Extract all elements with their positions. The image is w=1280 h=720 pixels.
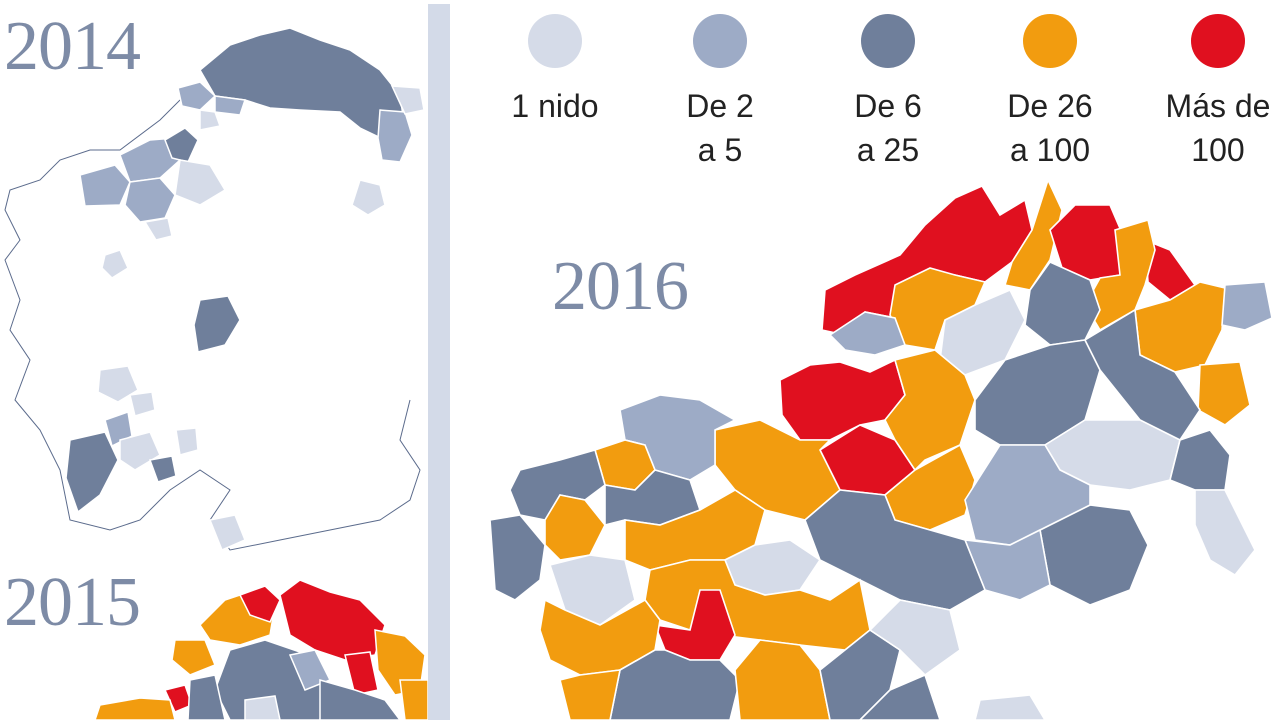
region-2014-coast-a xyxy=(177,81,217,111)
region-2016-s-pale xyxy=(868,599,961,677)
region-2014-east xyxy=(377,109,413,163)
legend-item-26-to-100: De 26 a 100 xyxy=(980,14,1120,172)
region-2016-e-orange2 xyxy=(1197,361,1251,426)
legend-label-1-nest: 1 nido xyxy=(511,88,599,124)
region-2014-south-a xyxy=(97,365,139,403)
region-2016-s-orange2 xyxy=(559,669,622,720)
coastline-2014 xyxy=(4,89,421,551)
region-2014-coast-b xyxy=(199,109,221,131)
year-label-2014: 2014 xyxy=(4,8,141,85)
region-2015-s4 xyxy=(244,695,281,720)
region-2016-mid-red xyxy=(779,358,906,441)
region-2014-mid-b xyxy=(164,127,199,163)
year-label-2015: 2015 xyxy=(4,564,141,641)
region-2014-south-g xyxy=(175,427,199,456)
map-2015 xyxy=(94,579,429,720)
legend-swatch-2-to-5 xyxy=(693,14,747,68)
map-2016 xyxy=(489,177,1273,720)
region-2016-e-light xyxy=(1221,281,1273,331)
map-2014 xyxy=(4,27,425,551)
region-2015-s3 xyxy=(187,674,226,720)
region-2016-s-dark3 xyxy=(858,673,941,720)
region-2016-n-dark xyxy=(1024,261,1101,346)
region-2014-east-c xyxy=(390,85,425,115)
region-2014-north xyxy=(199,27,406,141)
legend-swatch-1-nest xyxy=(528,14,582,68)
legend-label-6-to-25: De 6 a 25 xyxy=(854,88,922,168)
region-2015-s5 xyxy=(399,679,429,720)
region-2016-s-dark2 xyxy=(819,629,901,720)
region-2016-s-dark xyxy=(609,649,741,720)
region-2016-c-dark xyxy=(804,489,987,611)
legend-label-26-to-100: De 26 a 100 xyxy=(1007,88,1093,168)
region-2014-south-h xyxy=(208,514,246,551)
legend-swatch-more-than-100 xyxy=(1191,14,1245,68)
region-2016-s-orange3 xyxy=(734,639,831,720)
region-2014-south-c xyxy=(65,431,119,514)
region-2014-center-b xyxy=(193,295,241,353)
legend-swatch-26-to-100 xyxy=(1023,14,1077,68)
region-2016-center-dark xyxy=(974,339,1101,446)
region-2016-east-pale2 xyxy=(1194,489,1256,577)
legend-item-more-than-100: Más de 100 xyxy=(1148,14,1280,172)
region-2015-n2 xyxy=(238,585,281,623)
legend-label-more-than-100: Más de 100 xyxy=(1165,88,1271,168)
region-2014-south-f xyxy=(148,455,177,483)
region-2014-center xyxy=(101,249,129,279)
region-2016-center-dark2 xyxy=(1083,308,1201,442)
region-2016-w-dark2 xyxy=(489,514,546,601)
region-2014-mid-e xyxy=(124,177,176,223)
region-2015-m3 xyxy=(171,639,216,676)
region-2014-south-b xyxy=(129,391,156,417)
region-2015-n3 xyxy=(279,579,386,661)
region-2014-mid-c xyxy=(79,164,131,207)
region-2014-south-d xyxy=(104,410,133,448)
region-2015-s2 xyxy=(94,697,176,720)
legend-item-1-nest: 1 nido xyxy=(485,14,625,128)
region-2014-north-b xyxy=(214,95,246,116)
panel-divider xyxy=(428,4,450,720)
region-2016-mid-orange xyxy=(884,349,976,472)
region-2016-se-dark xyxy=(1039,504,1149,606)
region-2016-s-pale2 xyxy=(974,694,1046,720)
region-2014-mid-d xyxy=(174,159,227,206)
region-2015-n5 xyxy=(344,651,379,696)
legend-item-2-to-5: De 2 a 5 xyxy=(650,14,790,172)
region-2016-w-orange2 xyxy=(544,494,606,561)
region-2016-nw-light xyxy=(828,311,907,356)
region-2014-mid-f xyxy=(143,217,173,241)
region-2015-m4 xyxy=(319,679,401,720)
legend-item-6-to-25: De 6 a 25 xyxy=(818,14,958,172)
legend-label-2-to-5: De 2 a 5 xyxy=(686,88,754,168)
region-2014-east-d xyxy=(351,179,386,216)
legend-swatch-6-to-25 xyxy=(861,14,915,68)
year-label-2016: 2016 xyxy=(552,248,689,325)
